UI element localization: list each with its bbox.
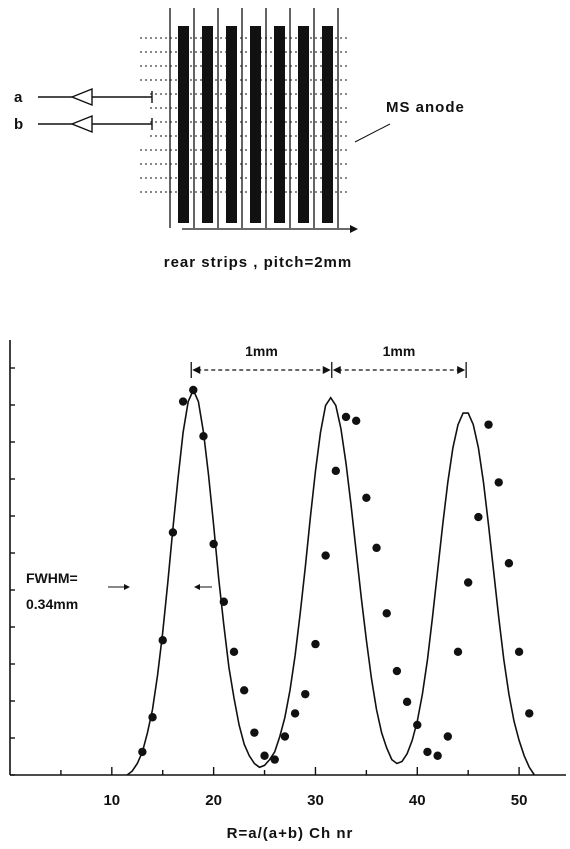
rear-strips <box>140 37 350 193</box>
schematic-caption: rear strips , pitch=2mm <box>164 254 352 271</box>
cathode-strip <box>298 26 309 223</box>
x-tick-label: 10 <box>103 792 120 809</box>
data-point <box>484 420 493 429</box>
fit-curve <box>126 388 536 776</box>
data-point <box>168 528 178 537</box>
input-b-label: b <box>14 116 24 133</box>
data-point <box>402 697 412 707</box>
data-point <box>321 551 330 560</box>
data-point <box>362 493 371 502</box>
data-point <box>474 512 483 522</box>
x-tick-label: 40 <box>409 792 426 809</box>
data-point <box>341 412 351 422</box>
arrow-left-icon <box>192 366 201 374</box>
x-tick-label: 30 <box>307 792 324 809</box>
data-point <box>351 416 361 425</box>
data-point <box>463 578 473 587</box>
data-point <box>372 543 381 553</box>
amplifier-a <box>38 87 153 107</box>
data-point <box>260 751 269 760</box>
x-tick-label: 20 <box>205 792 222 809</box>
data-point <box>514 647 524 656</box>
data-point <box>494 478 503 487</box>
cathode-strip <box>274 26 285 223</box>
fwhm-label: FWHM= <box>26 570 78 586</box>
amplifier-b-icon <box>70 114 93 134</box>
data-point <box>413 720 422 730</box>
data-point <box>138 747 147 757</box>
fwhm-value: 0.34mm <box>26 596 78 612</box>
rail-arrow-icon <box>350 225 358 233</box>
data-point <box>311 639 320 649</box>
arrow-left-icon <box>332 366 341 374</box>
input-a-label: a <box>14 89 23 106</box>
amplifier-b <box>38 114 153 134</box>
data-point <box>433 751 442 760</box>
cathode-strip <box>178 26 189 223</box>
anode-leader-line <box>354 123 391 143</box>
anode-label: MS anode <box>386 99 465 116</box>
data-point <box>209 539 218 549</box>
cathode-strips <box>178 26 333 223</box>
separation-markers <box>190 362 467 378</box>
cathode-strip <box>226 26 237 223</box>
y-ticks <box>10 367 15 776</box>
arrow-right-icon <box>322 366 331 374</box>
data-point <box>239 686 249 695</box>
data-point <box>280 732 290 741</box>
data-point <box>504 559 514 568</box>
data-point <box>301 689 310 699</box>
x-tick-label: 50 <box>511 792 528 809</box>
x-axis-label: R=a/(a+b) Ch nr <box>227 825 354 842</box>
separation-2-label: 1mm <box>383 343 416 359</box>
data-point <box>525 709 534 718</box>
data-point <box>392 666 402 676</box>
data-point <box>423 747 432 757</box>
data-point <box>250 728 259 737</box>
data-point <box>290 709 300 718</box>
data-point <box>229 647 239 656</box>
data-point <box>199 432 208 441</box>
cathode-strip <box>322 26 333 223</box>
chart: 10 20 30 40 50 1mm 1mm FWHM= 0.34mm R=a/(a+b… <box>9 340 566 842</box>
data-point <box>382 609 391 618</box>
x-ticks: 10 20 30 40 50 <box>60 767 528 809</box>
amplifier-a-icon <box>70 87 93 107</box>
data-point <box>219 597 229 606</box>
data-point <box>270 755 279 764</box>
data-point <box>158 636 167 645</box>
data-point <box>443 732 453 741</box>
data-point <box>178 397 188 406</box>
separation-arrows <box>192 366 466 374</box>
fwhm-left-arrow-icon <box>124 584 130 590</box>
arrow-right-icon <box>457 366 466 374</box>
strip-schematic: a b MS anode rear strips , pitch=2mm <box>14 8 465 271</box>
data-point <box>331 466 341 476</box>
separation-1-label: 1mm <box>245 343 278 359</box>
data-point <box>148 713 157 722</box>
data-point <box>189 385 198 395</box>
cathode-strip <box>250 26 261 223</box>
anode-wires <box>169 8 339 228</box>
cathode-strip <box>202 26 213 223</box>
data-points <box>138 385 534 764</box>
chart-axes <box>9 340 566 776</box>
data-point <box>453 647 463 656</box>
fwhm-right-arrow-icon <box>194 584 200 590</box>
